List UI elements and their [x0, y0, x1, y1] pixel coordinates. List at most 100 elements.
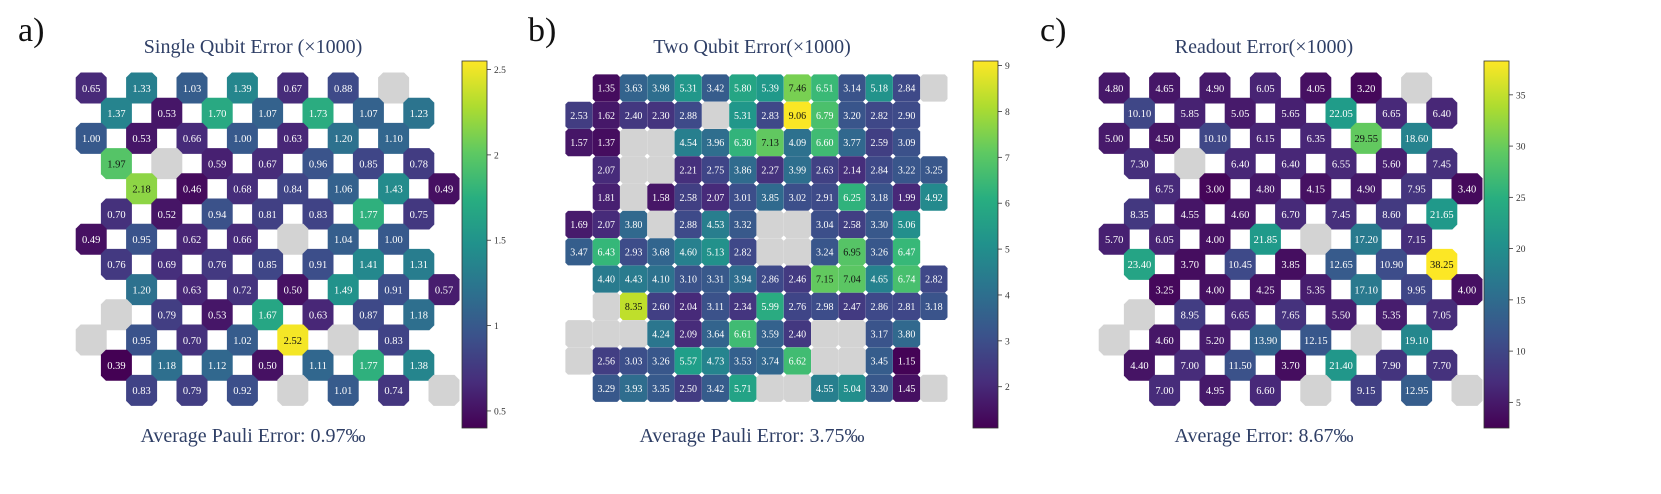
heatmap-cell: 6.74 [893, 265, 921, 293]
cell-value-label: 0.70 [107, 210, 125, 221]
cell-shape [252, 299, 284, 331]
cell-value-label: 0.91 [384, 285, 402, 296]
heatmap-cell: 17.20 [1350, 223, 1382, 255]
heatmap-cell: 2.07 [592, 210, 620, 239]
cell-value-label: 3.25 [1155, 285, 1173, 296]
cell-value-label: 1.03 [183, 84, 201, 95]
cell-value-label: 4.60 [1155, 336, 1173, 347]
heatmap-cell [1300, 374, 1332, 406]
heatmap-cell: 0.53 [151, 97, 183, 129]
cell-shape [378, 122, 410, 154]
heatmap-cell: 2.07 [701, 183, 730, 211]
cell-shape [674, 183, 702, 211]
cell-shape [592, 101, 620, 129]
cell-shape [756, 74, 784, 102]
cell-value-label: 8.95 [1181, 311, 1199, 322]
cell-shape [647, 374, 675, 402]
cell-shape [838, 101, 866, 129]
heatmap-cell: 0.66 [226, 223, 258, 255]
cell-shape [176, 223, 208, 255]
cell-shape [428, 374, 460, 406]
cell-shape [647, 156, 675, 184]
heatmap-cell [647, 156, 675, 184]
cell-value-label: 6.74 [898, 275, 916, 286]
cell-value-label: 3.64 [707, 329, 725, 340]
cell-value-label: 4.09 [789, 138, 807, 149]
heatmap-cell: 2.53 [565, 101, 593, 129]
heatmap-cell: 3.42 [701, 74, 730, 102]
heatmap-cell: 9.06 [783, 101, 811, 129]
cell-value-label: 3.35 [652, 384, 670, 395]
cell-value-label: 3.77 [843, 138, 861, 149]
cell-shape [100, 198, 132, 230]
cell-value-label: 5.20 [1206, 336, 1224, 347]
heatmap-cell: 4.05 [1300, 72, 1332, 104]
heatmap-cell: 0.96 [302, 148, 334, 180]
cell-value-label: 10.90 [1380, 260, 1404, 271]
heatmap-cell [756, 210, 784, 239]
heatmap-cell: 1.07 [352, 97, 384, 129]
cell-shape [1174, 148, 1206, 180]
cell-shape [729, 320, 757, 348]
cell-value-label: 1.07 [359, 109, 377, 120]
cell-shape [378, 173, 410, 205]
cell-value-label: 4.15 [1307, 185, 1325, 196]
cell-value-label: 6.40 [1231, 159, 1249, 170]
cell-value-label: 0.53 [208, 311, 226, 322]
cell-shape [893, 374, 921, 402]
panel-a-footer: Average Pauli Error: 0.97‰ [140, 425, 366, 447]
cell-shape [701, 156, 730, 184]
cell-shape [620, 238, 648, 266]
heatmap-cell: 0.63 [302, 299, 334, 331]
cell-value-label: 4.65 [1155, 84, 1173, 95]
cell-shape [151, 299, 183, 331]
cell-shape [75, 223, 107, 255]
cell-value-label: 1.67 [258, 311, 276, 322]
cell-shape [1401, 374, 1433, 406]
heatmap-cell: 3.98 [647, 74, 675, 102]
cell-shape [1426, 248, 1458, 280]
cell-value-label: 5.60 [1382, 159, 1400, 170]
heatmap-cell: 4.43 [620, 265, 648, 293]
heatmap-cell [620, 320, 648, 348]
heatmap-cell: 3.99 [783, 156, 811, 184]
panel-c-title: Readout Error(×1000) [1174, 36, 1354, 58]
cell-value-label: 6.05 [1155, 235, 1173, 246]
heatmap-cell: 2.40 [783, 320, 811, 348]
cell-shape [592, 320, 620, 348]
cell-value-label: 1.20 [334, 134, 352, 145]
cell-shape [126, 274, 158, 306]
cell-shape [1174, 299, 1206, 331]
heatmap-cell: 2.58 [674, 183, 702, 211]
cell-shape [701, 265, 730, 293]
cell-shape [838, 238, 866, 266]
heatmap-cell [565, 320, 593, 348]
heatmap-cell: 0.79 [176, 374, 208, 406]
cell-shape [838, 210, 866, 239]
cell-value-label: 4.92 [925, 193, 943, 204]
heatmap-cell: 3.26 [865, 238, 893, 266]
heatmap-cell: 2.98 [811, 292, 839, 320]
heatmap-cell: 0.79 [151, 299, 183, 331]
cell-value-label: 8.35 [1130, 210, 1148, 221]
cell-shape [277, 122, 309, 154]
cell-shape [302, 97, 334, 129]
cell-shape [176, 122, 208, 154]
heatmap-cell: 6.95 [838, 238, 866, 266]
cell-shape [1224, 248, 1256, 280]
cell-shape [277, 223, 309, 255]
heatmap-cell: 5.57 [674, 347, 702, 375]
heatmap-cell: 4.90 [1199, 72, 1231, 104]
cell-shape [865, 320, 893, 348]
cell-shape [674, 156, 702, 184]
cell-value-label: 3.98 [652, 84, 670, 95]
cell-shape [428, 173, 460, 205]
cell-shape [565, 101, 593, 129]
cell-value-label: 2.58 [679, 193, 697, 204]
cell-shape [1300, 324, 1332, 356]
heatmap-cell: 3.02 [783, 183, 811, 211]
cell-shape [1224, 299, 1256, 331]
cell-value-label: 1.73 [309, 109, 327, 120]
heatmap-cell: 2.75 [701, 156, 730, 184]
